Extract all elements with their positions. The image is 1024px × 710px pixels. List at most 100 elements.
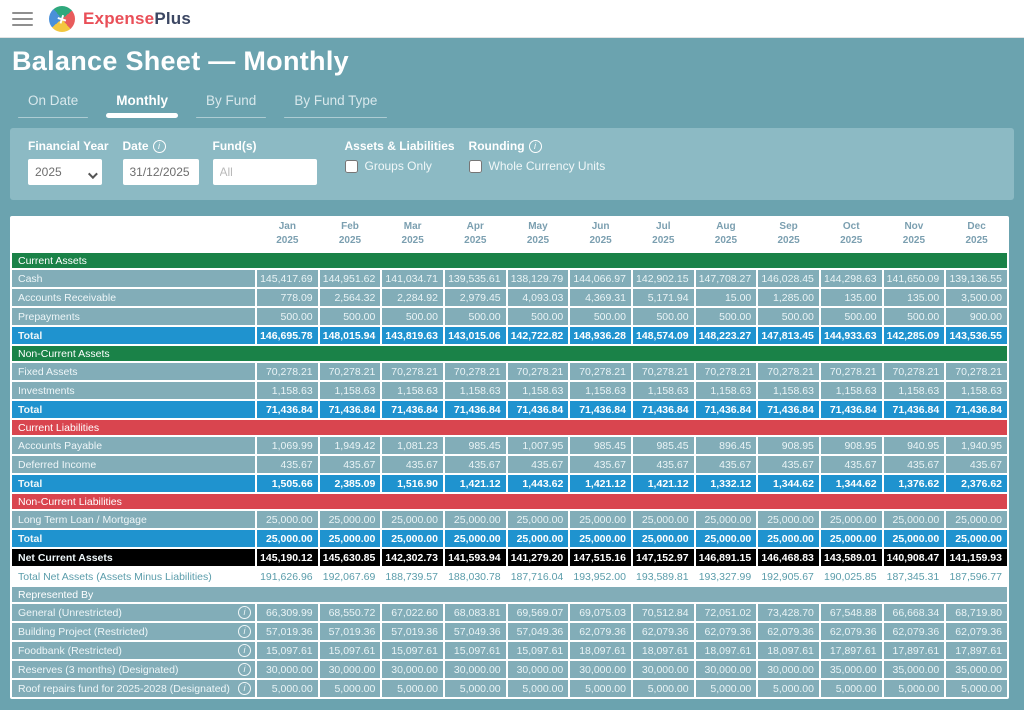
cell-value: 435.67 — [382, 456, 443, 473]
cell-value: 148,574.09 — [632, 327, 694, 344]
menu-icon[interactable] — [12, 11, 33, 26]
row-label: Fixed Assets — [12, 363, 255, 380]
cell-value: 62,079.36 — [632, 623, 694, 640]
cell-value: 70,278.21 — [319, 363, 381, 380]
brand-name: ExpensePlus — [83, 9, 191, 29]
cell-value: 25,000.00 — [319, 530, 381, 547]
cell-value: 25,000.00 — [570, 530, 631, 547]
table-row: Prepayments 500.00 500.00 500.00 500.00 500.0… — [12, 308, 1007, 325]
cell-value: 435.67 — [820, 456, 882, 473]
cell-value: 435.67 — [257, 456, 318, 473]
whole-currency-units-checkbox[interactable] — [468, 159, 482, 173]
funds-input[interactable] — [212, 159, 317, 185]
cell-value: 1,158.63 — [632, 382, 694, 399]
cell-value: 68,083.81 — [444, 604, 506, 621]
app-logo[interactable]: + ExpensePlus — [49, 5, 191, 32]
page-title: Balance Sheet — Monthly — [12, 46, 349, 76]
group-header-label: Non-Current Liabilities — [12, 494, 1007, 509]
cell-value: 2,979.45 — [444, 289, 506, 306]
cell-value: 25,000.00 — [382, 530, 443, 547]
cell-value: 143,819.63 — [382, 327, 443, 344]
cell-value: 190,025.85 — [820, 568, 882, 585]
tab-on-date[interactable]: On Date — [17, 93, 89, 118]
cell-value: 141,593.94 — [444, 549, 506, 566]
info-icon[interactable]: i — [238, 644, 251, 657]
cell-value: 135.00 — [883, 289, 945, 306]
cell-value: 30,000.00 — [695, 661, 757, 678]
cell-value: 2,376.62 — [946, 475, 1007, 492]
info-icon[interactable]: i — [238, 682, 251, 695]
cell-value: 500.00 — [319, 308, 381, 325]
cell-value: 500.00 — [570, 308, 631, 325]
cell-value: 144,933.63 — [820, 327, 882, 344]
group-header-row: Current Liabilities — [12, 420, 1007, 435]
rounding-info-icon[interactable]: i — [528, 139, 542, 153]
cell-value: 71,436.84 — [507, 401, 569, 418]
cell-value: 25,000.00 — [632, 511, 694, 528]
cell-value: 25,000.00 — [695, 530, 757, 547]
cell-value: 1,421.12 — [632, 475, 694, 492]
cell-value: 35,000.00 — [946, 661, 1007, 678]
month-column-header: Sep 2025 — [777, 221, 800, 246]
cell-value: 141,159.93 — [946, 549, 1007, 566]
tab-by-fund[interactable]: By Fund — [195, 93, 267, 118]
cell-value: 30,000.00 — [257, 661, 318, 678]
cell-value: 141,650.09 — [883, 270, 945, 287]
info-icon[interactable]: i — [238, 625, 251, 638]
cell-value: 57,019.36 — [382, 623, 443, 640]
funds-label: Fund(s) — [212, 139, 257, 153]
cell-value: 70,278.21 — [883, 363, 945, 380]
cell-value: 30,000.00 — [444, 661, 506, 678]
date-input[interactable] — [122, 159, 199, 185]
cell-value: 15,097.61 — [319, 642, 381, 659]
cell-value: 1,940.95 — [946, 437, 1007, 454]
cell-value: 435.67 — [758, 456, 819, 473]
cell-value: 985.45 — [632, 437, 694, 454]
cell-value: 57,019.36 — [257, 623, 318, 640]
cell-value: 25,000.00 — [257, 511, 318, 528]
cell-value: 144,951.62 — [319, 270, 381, 287]
cell-value: 193,952.00 — [570, 568, 631, 585]
cell-value: 35,000.00 — [820, 661, 882, 678]
cell-value: 66,668.34 — [883, 604, 945, 621]
month-column-header: Dec 2025 — [965, 221, 988, 246]
date-info-icon[interactable]: i — [152, 139, 166, 153]
cell-value: 62,079.36 — [820, 623, 882, 640]
table-row: Roof repairs fund for 2025-2028 (Designa… — [12, 680, 1007, 697]
cell-value: 500.00 — [507, 308, 569, 325]
cell-value: 1,158.63 — [883, 382, 945, 399]
month-column-header: Aug 2025 — [714, 221, 738, 246]
info-icon[interactable]: i — [238, 663, 251, 676]
cell-value: 5,000.00 — [758, 680, 819, 697]
cell-value: 35,000.00 — [883, 661, 945, 678]
balance-sheet-table: Jan 2025 Feb 2025 Mar 2025 Apr 2025 May 2025 Jun 20… — [10, 216, 1009, 699]
cell-value: 70,278.21 — [507, 363, 569, 380]
cell-value: 187,596.77 — [946, 568, 1007, 585]
cell-value: 18,097.61 — [695, 642, 757, 659]
groups-only-checkbox[interactable] — [344, 159, 358, 173]
cell-value: 25,000.00 — [382, 511, 443, 528]
financial-year-select[interactable]: 2025 — [28, 159, 102, 185]
cell-value: 70,278.21 — [758, 363, 819, 380]
cell-value: 4,369.31 — [570, 289, 631, 306]
cell-value: 67,548.88 — [820, 604, 882, 621]
cell-value: 25,000.00 — [820, 530, 882, 547]
cell-value: 2,284.92 — [382, 289, 443, 306]
row-label: Roof repairs fund for 2025-2028 (Designa… — [12, 680, 255, 697]
tab-monthly[interactable]: Monthly — [106, 93, 178, 118]
cell-value: 70,512.84 — [632, 604, 694, 621]
cell-value: 25,000.00 — [444, 511, 506, 528]
cell-value: 1,158.63 — [382, 382, 443, 399]
cell-value: 144,066.97 — [570, 270, 631, 287]
tab-by-fund-type[interactable]: By Fund Type — [284, 93, 388, 118]
cell-value: 25,000.00 — [507, 530, 569, 547]
cell-value: 25,000.00 — [883, 511, 945, 528]
cell-value: 135.00 — [820, 289, 882, 306]
cell-value: 1,421.12 — [444, 475, 506, 492]
row-label: Total — [12, 475, 255, 492]
cell-value: 70,278.21 — [382, 363, 443, 380]
info-icon[interactable]: i — [238, 606, 251, 619]
cell-value: 71,436.84 — [695, 401, 757, 418]
cell-value: 1,332.12 — [695, 475, 757, 492]
